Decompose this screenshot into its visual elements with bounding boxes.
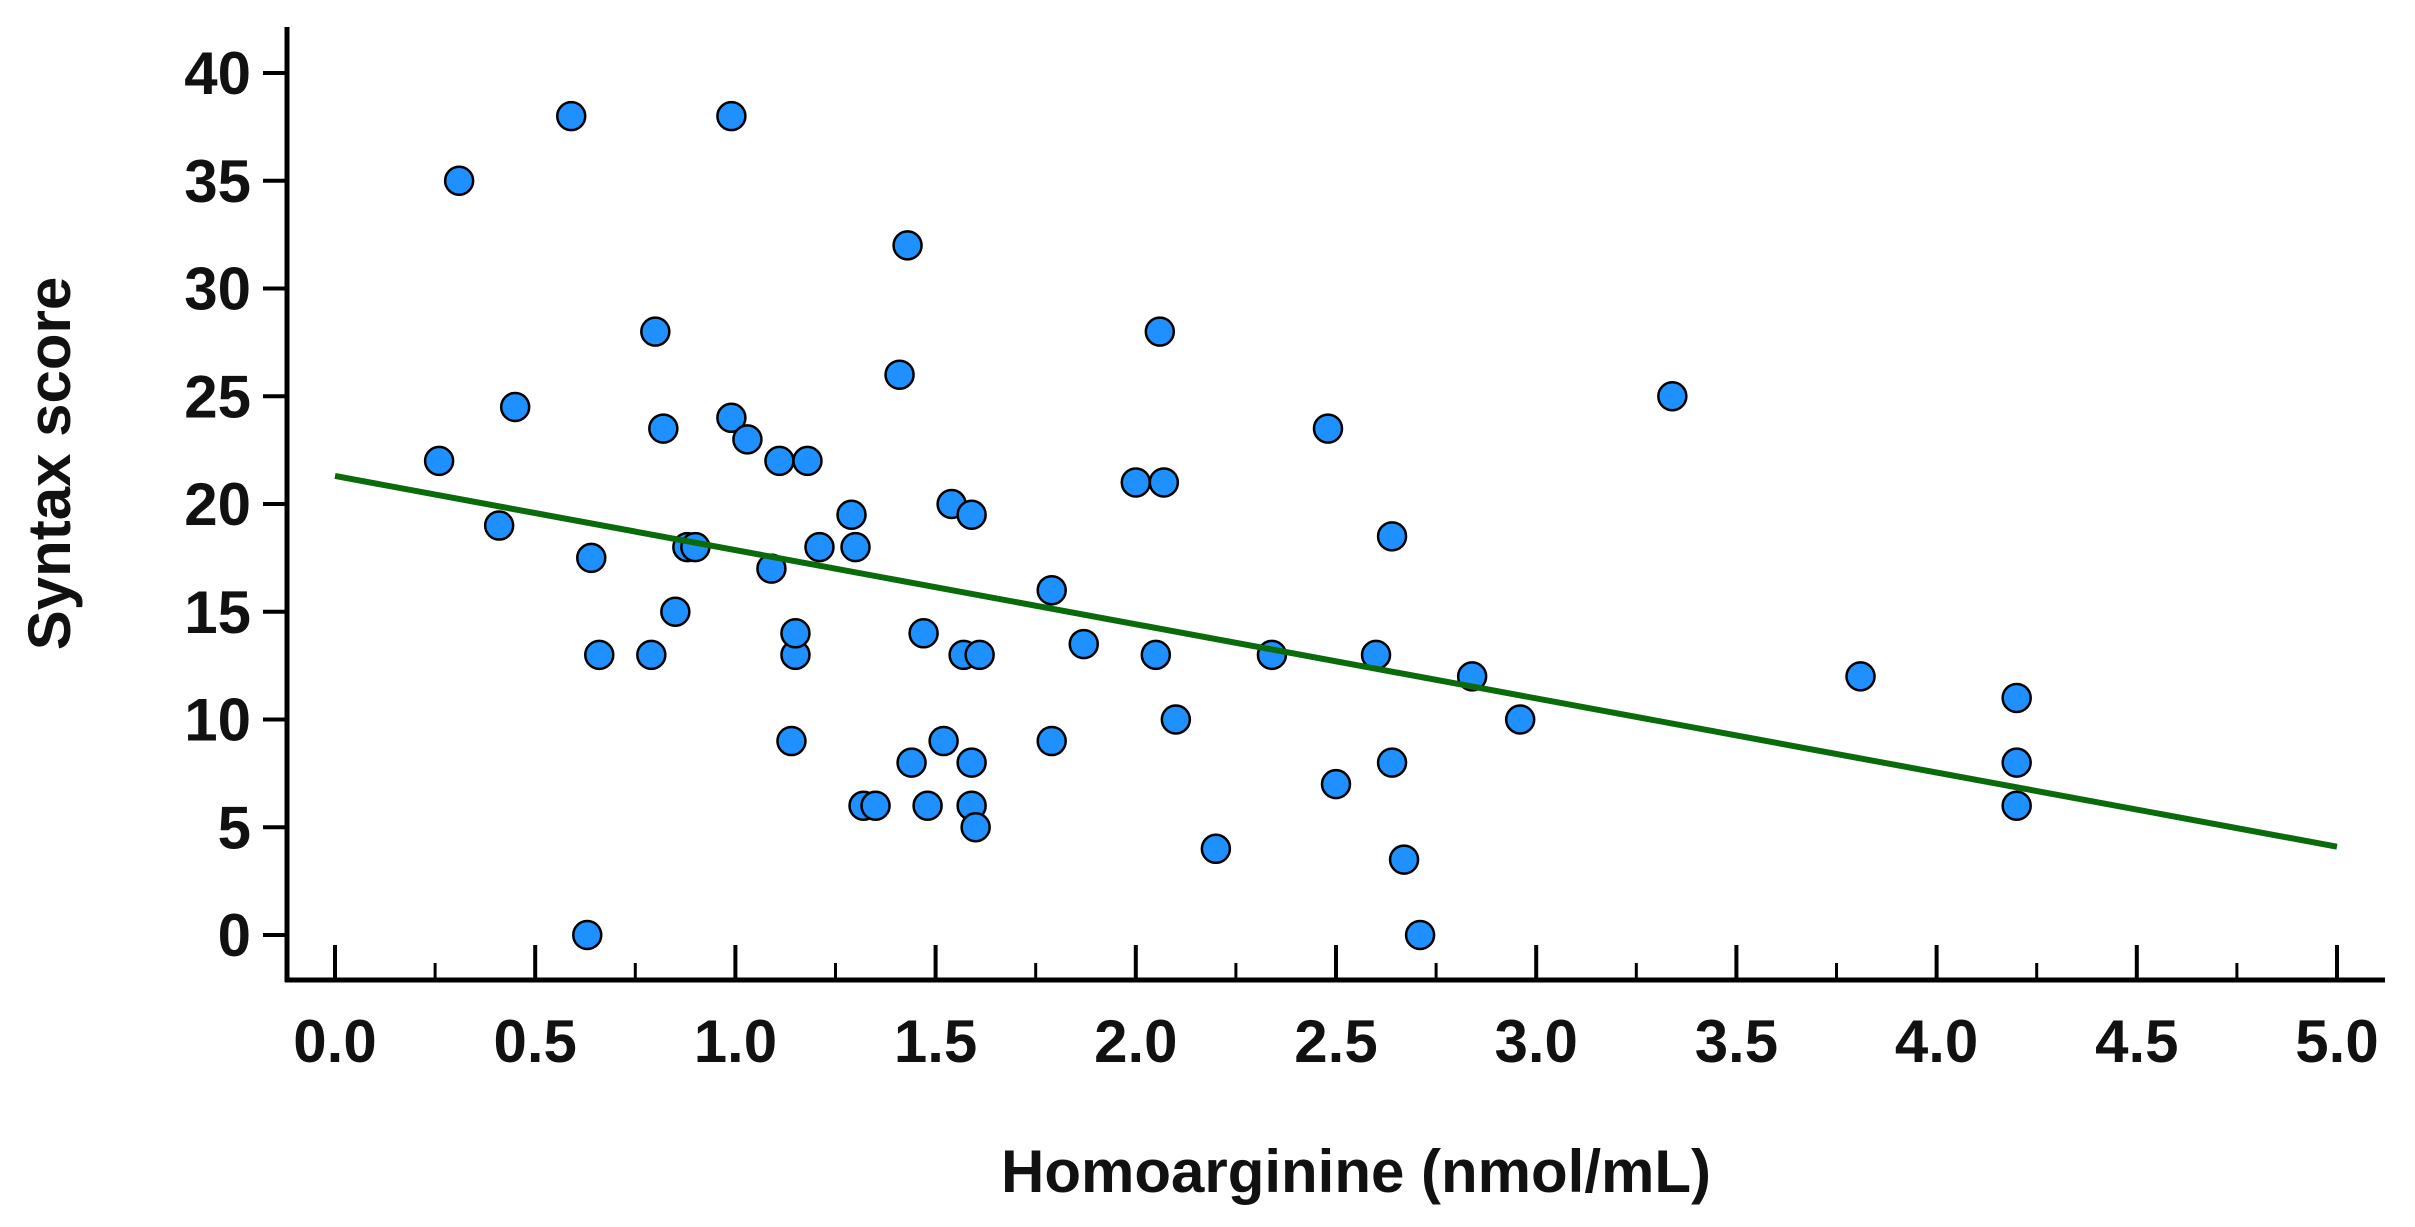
data-point (912, 790, 943, 821)
x-tick-label: 4.0 (1895, 1008, 1978, 1075)
y-tick-label: 30 (184, 256, 251, 323)
data-point (780, 618, 811, 649)
y-tick-label: 5 (218, 794, 251, 861)
data-point (1388, 844, 1420, 875)
data-point (1068, 628, 1099, 660)
x-tick-label: 2.0 (1094, 1008, 1177, 1075)
x-tick-label: 2.5 (1294, 1008, 1377, 1075)
data-point (1320, 768, 1352, 800)
data-point (764, 445, 795, 477)
data-point (499, 391, 531, 423)
data-point (443, 165, 475, 196)
data-point (1845, 661, 1876, 692)
y-tick-label: 15 (184, 579, 251, 646)
trend-line (334, 473, 2338, 850)
data-point (584, 639, 615, 671)
data-point (956, 747, 987, 778)
data-point (1160, 704, 1192, 735)
data-point (1148, 467, 1180, 498)
data-point (776, 725, 807, 757)
data-point (640, 316, 671, 347)
data-point (483, 510, 515, 541)
y-tick-label: 0 (218, 902, 251, 969)
data-point (2001, 747, 2032, 778)
y-tick-label: 10 (184, 687, 251, 754)
data-point (1036, 725, 1067, 757)
y-tick-label: 35 (184, 148, 251, 215)
data-point (716, 100, 747, 132)
x-tick-label: 0.0 (293, 1008, 376, 1075)
y-tick-label: 20 (184, 471, 251, 538)
plot-area: 0 5 10 15 20 25 30 35 40 0.0 0.5 1.0 1.5 2.0 2.5 3.0 3.… (184, 27, 2385, 1075)
data-point (1144, 316, 1176, 347)
data-point (732, 424, 763, 455)
data-point (1036, 574, 1067, 606)
data-point (884, 359, 915, 390)
data-point (423, 445, 455, 477)
data-point (576, 542, 607, 574)
data-point (960, 812, 991, 843)
data-point (1404, 919, 1436, 951)
y-tick-label: 25 (184, 363, 251, 430)
y-axis-title: Syntax score (16, 277, 83, 651)
data-point (964, 639, 995, 671)
data-point (648, 413, 679, 444)
x-tick-label: 1.0 (694, 1008, 777, 1075)
data-point (908, 618, 939, 649)
data-point (1312, 413, 1344, 444)
x-tick-label: 3.0 (1494, 1008, 1577, 1075)
data-point (555, 100, 587, 132)
data-point (2001, 682, 2032, 714)
data-point (1504, 704, 1536, 735)
data-point (660, 596, 691, 627)
data-point (792, 445, 823, 477)
x-tick-label: 3.5 (1695, 1008, 1778, 1075)
data-point (636, 639, 667, 671)
data-point (1376, 521, 1408, 552)
data-points (423, 100, 2032, 951)
data-point (804, 531, 835, 563)
data-point (860, 790, 891, 821)
x-axis-ticks: 0.0 0.5 1.0 1.5 2.0 2.5 3.0 3.5 4.0 4.5 5.0 (293, 945, 2379, 1075)
data-point (896, 747, 927, 778)
x-tick-label: 4.5 (2095, 1008, 2178, 1075)
data-point (1140, 639, 1172, 671)
data-point (928, 725, 959, 757)
y-tick-label: 40 (184, 40, 251, 107)
data-point (1376, 747, 1408, 778)
x-tick-label: 1.5 (894, 1008, 977, 1075)
data-point (1120, 467, 1152, 498)
y-axis-ticks: 0 5 10 15 20 25 30 35 40 (184, 40, 287, 969)
x-tick-label: 5.0 (2295, 1008, 2378, 1075)
data-point (956, 499, 987, 531)
data-point (716, 402, 747, 434)
data-point (840, 531, 871, 563)
data-point (1657, 381, 1688, 412)
data-point (2001, 790, 2032, 821)
data-point (836, 499, 867, 531)
x-axis-title: Homoarginine (nmol/mL) (1001, 1138, 1711, 1205)
x-tick-label: 0.5 (493, 1008, 576, 1075)
data-point (572, 919, 603, 951)
data-point (892, 230, 923, 261)
data-point (1200, 833, 1232, 865)
